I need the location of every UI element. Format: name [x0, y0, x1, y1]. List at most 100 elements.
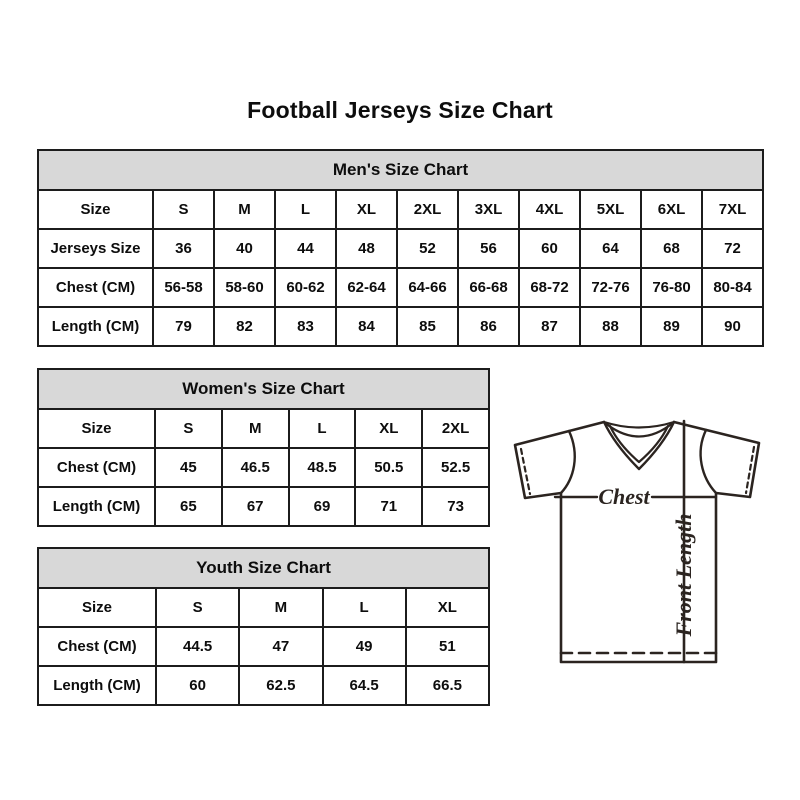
value-cell: 62.5	[238, 665, 324, 706]
chest-label: Chest	[598, 484, 650, 509]
right-armhole-seam	[699, 428, 718, 495]
value-cell: 52.5	[421, 447, 490, 488]
value-cell: 66.5	[404, 665, 491, 706]
value-cell: 65	[154, 486, 223, 527]
table-row: Size S M L XL 2XL	[37, 408, 490, 449]
value-cell: 66-68	[457, 267, 520, 308]
front-length-label: Front Length	[671, 514, 696, 638]
value-cell: 64.5	[321, 665, 407, 706]
value-cell: 50.5	[354, 447, 424, 488]
value-cell: 64	[579, 228, 642, 269]
table-row: Size S M L XL	[37, 587, 491, 628]
value-cell: 60	[518, 228, 581, 269]
value-cell: 51	[404, 626, 491, 667]
value-cell: S	[152, 189, 215, 230]
value-cell: 62-64	[335, 267, 398, 308]
right-sleeve-stitch-dashes	[744, 445, 756, 495]
table-row: Size S M L XL 2XL 3XL 4XL 5XL 6XL 7XL	[37, 189, 764, 230]
value-cell: 85	[396, 306, 459, 347]
value-cell: 84	[335, 306, 398, 347]
value-cell: 5XL	[579, 189, 642, 230]
collar-outer-v	[602, 420, 676, 471]
value-cell: 60-62	[274, 267, 337, 308]
value-cell: 68	[640, 228, 703, 269]
table-row: Length (CM) 79 82 83 84 85 86 87 88 89 90	[37, 306, 764, 347]
value-cell: 7XL	[701, 189, 764, 230]
womens-size-chart: Women's Size Chart Size S M L XL 2XL Chest (CM…	[37, 368, 490, 527]
value-cell: 89	[640, 306, 703, 347]
value-cell: L	[321, 587, 407, 628]
row-label-cell: Length (CM)	[37, 306, 154, 347]
value-cell: 88	[579, 306, 642, 347]
value-cell: 47	[238, 626, 324, 667]
value-cell: 3XL	[457, 189, 520, 230]
collar-inner-v	[608, 424, 670, 464]
value-cell: 44	[274, 228, 337, 269]
value-cell: 48.5	[287, 447, 357, 488]
value-cell: 79	[152, 306, 215, 347]
value-cell: 72-76	[579, 267, 642, 308]
value-cell: 60	[154, 665, 241, 706]
value-cell: 72	[701, 228, 764, 269]
mens-size-chart: Men's Size Chart Size S M L XL 2XL 3XL 4XL 5XL 6X…	[37, 149, 764, 347]
value-cell: L	[274, 189, 337, 230]
jersey-outline	[513, 420, 761, 664]
jersey-measurement-diagram: Chest Front Length	[500, 403, 778, 680]
collar-back-arc	[602, 420, 676, 429]
value-cell: 52	[396, 228, 459, 269]
value-cell: 87	[518, 306, 581, 347]
value-cell: 82	[213, 306, 276, 347]
value-cell: 76-80	[640, 267, 703, 308]
table-row: Length (CM) 60 62.5 64.5 66.5	[37, 665, 491, 706]
value-cell: XL	[354, 408, 424, 449]
mens-table-title: Men's Size Chart	[37, 149, 764, 189]
row-label-cell: Jerseys Size	[37, 228, 154, 269]
value-cell: 56-58	[152, 267, 215, 308]
value-cell: 49	[321, 626, 407, 667]
table-row: Chest (CM) 56-58 58-60 60-62 62-64 64-66 66-68…	[37, 267, 764, 308]
value-cell: 58-60	[213, 267, 276, 308]
youth-size-chart: Youth Size Chart Size S M L XL Chest (CM) 44.5…	[37, 547, 491, 706]
value-cell: 80-84	[701, 267, 764, 308]
left-armhole-seam	[559, 429, 576, 495]
value-cell: 40	[213, 228, 276, 269]
value-cell: 90	[701, 306, 764, 347]
value-cell: 2XL	[421, 408, 490, 449]
row-label-cell: Chest (CM)	[37, 447, 156, 488]
value-cell: M	[238, 587, 324, 628]
row-label-cell: Size	[37, 189, 154, 230]
value-cell: 56	[457, 228, 520, 269]
womens-table-title: Women's Size Chart	[37, 368, 490, 408]
value-cell: 46.5	[220, 447, 290, 488]
value-cell: M	[213, 189, 276, 230]
value-cell: S	[154, 587, 241, 628]
value-cell: 64-66	[396, 267, 459, 308]
mens-table-grid: Size S M L XL 2XL 3XL 4XL 5XL 6XL 7XL Jerseys Size 3…	[37, 189, 764, 347]
value-cell: 68-72	[518, 267, 581, 308]
youth-table-title: Youth Size Chart	[37, 547, 490, 587]
jersey-diagram-svg: Chest Front Length	[513, 419, 761, 664]
womens-table-grid: Size S M L XL 2XL Chest (CM) 45 46.5 48.5 50.5 52.5…	[37, 408, 490, 527]
row-label-cell: Chest (CM)	[37, 267, 154, 308]
value-cell: 36	[152, 228, 215, 269]
value-cell: 45	[154, 447, 223, 488]
row-label-cell: Chest (CM)	[37, 626, 157, 667]
youth-table-grid: Size S M L XL Chest (CM) 44.5 47 49 51 Length (CM)…	[37, 587, 491, 706]
page-title: Football Jerseys Size Chart	[247, 97, 553, 123]
row-label-cell: Size	[37, 587, 157, 628]
value-cell: 48	[335, 228, 398, 269]
value-cell: XL	[335, 189, 398, 230]
table-row: Chest (CM) 44.5 47 49 51	[37, 626, 491, 667]
value-cell: S	[154, 408, 223, 449]
left-sleeve-stitch-dashes	[519, 447, 532, 496]
table-row: Jerseys Size 36 40 44 48 52 56 60 64 68 72	[37, 228, 764, 269]
value-cell: 2XL	[396, 189, 459, 230]
table-row: Length (CM) 65 67 69 71 73	[37, 486, 490, 527]
value-cell: 4XL	[518, 189, 581, 230]
value-cell: 73	[421, 486, 490, 527]
row-label-cell: Length (CM)	[37, 665, 157, 706]
table-row: Chest (CM) 45 46.5 48.5 50.5 52.5	[37, 447, 490, 488]
value-cell: 86	[457, 306, 520, 347]
value-cell: 44.5	[154, 626, 241, 667]
